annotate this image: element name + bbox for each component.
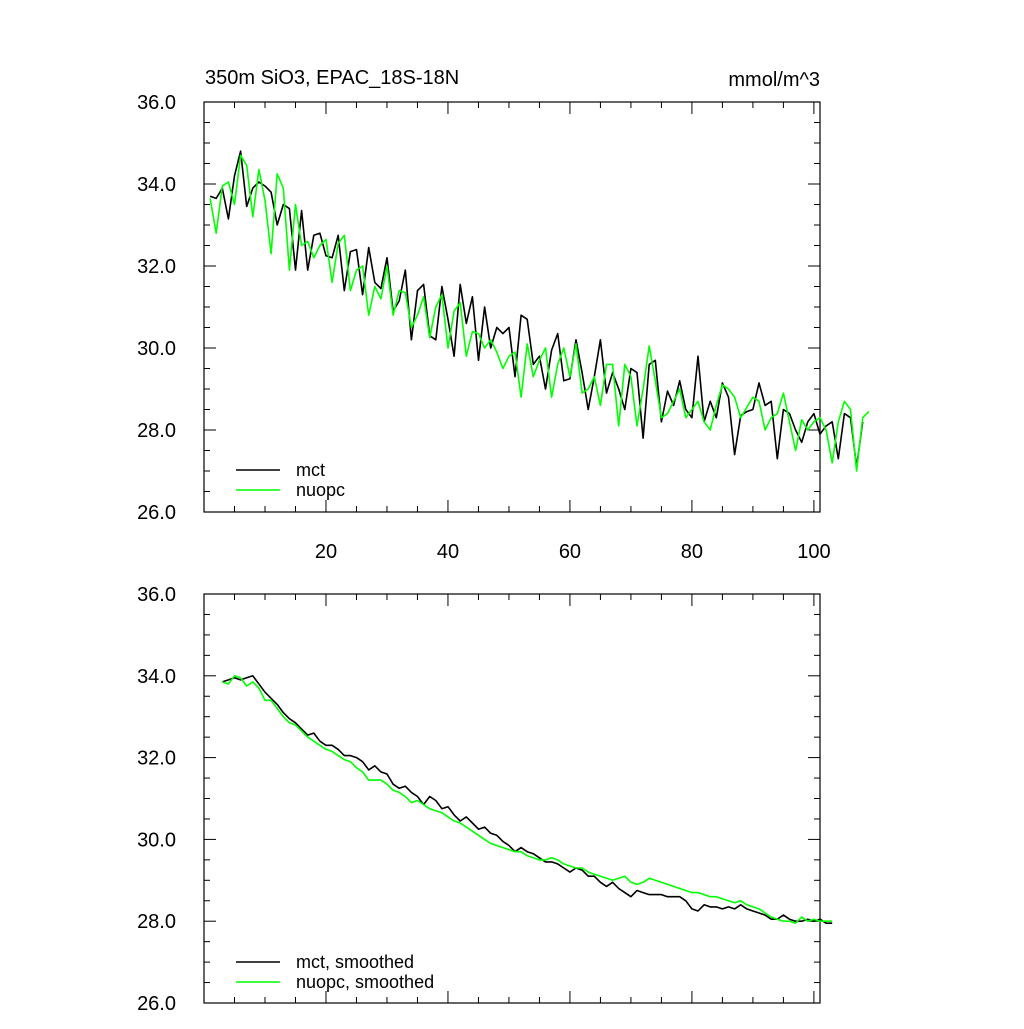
plot-frame-1 [203, 593, 821, 1004]
y-tick-label: 26.0 [137, 993, 176, 1015]
legend-label-nuopc: nuopc [296, 480, 345, 500]
y-tick-label: 28.0 [137, 420, 176, 442]
y-tick-label: 36.0 [137, 92, 176, 114]
y-tick-label: 30.0 [137, 338, 176, 360]
x-tick-label: 40 [437, 541, 459, 563]
x-tick-label: 20 [315, 541, 337, 563]
x-tick-label: 80 [681, 541, 703, 563]
series-line-nuopc-smoothed [222, 674, 833, 925]
legend-label-mct: mct [296, 460, 325, 480]
y-tick-label: 30.0 [137, 829, 176, 851]
plot-frame-0 [203, 101, 821, 513]
y-tick-label: 26.0 [137, 502, 176, 524]
y-tick-label: 32.0 [137, 748, 176, 770]
y-tick-label: 36.0 [137, 584, 176, 606]
x-tick-label: 100 [797, 541, 830, 563]
units-label: mmol/m^3 [728, 69, 820, 91]
legend-label-nuopc-smoothed: nuopc, smoothed [296, 972, 434, 992]
y-tick-label: 32.0 [137, 256, 176, 278]
series-line-mct-smoothed [222, 674, 833, 925]
series-line-nuopc [209, 154, 870, 472]
x-tick-label: 60 [559, 541, 581, 563]
series-line-mct [209, 150, 864, 468]
chart-title: 350m SiO3, EPAC_18S-18N [205, 67, 459, 89]
y-tick-label: 34.0 [137, 666, 176, 688]
legend-label-mct-smoothed: mct, smoothed [296, 952, 414, 972]
y-tick-label: 28.0 [137, 911, 176, 933]
y-tick-label: 34.0 [137, 174, 176, 196]
